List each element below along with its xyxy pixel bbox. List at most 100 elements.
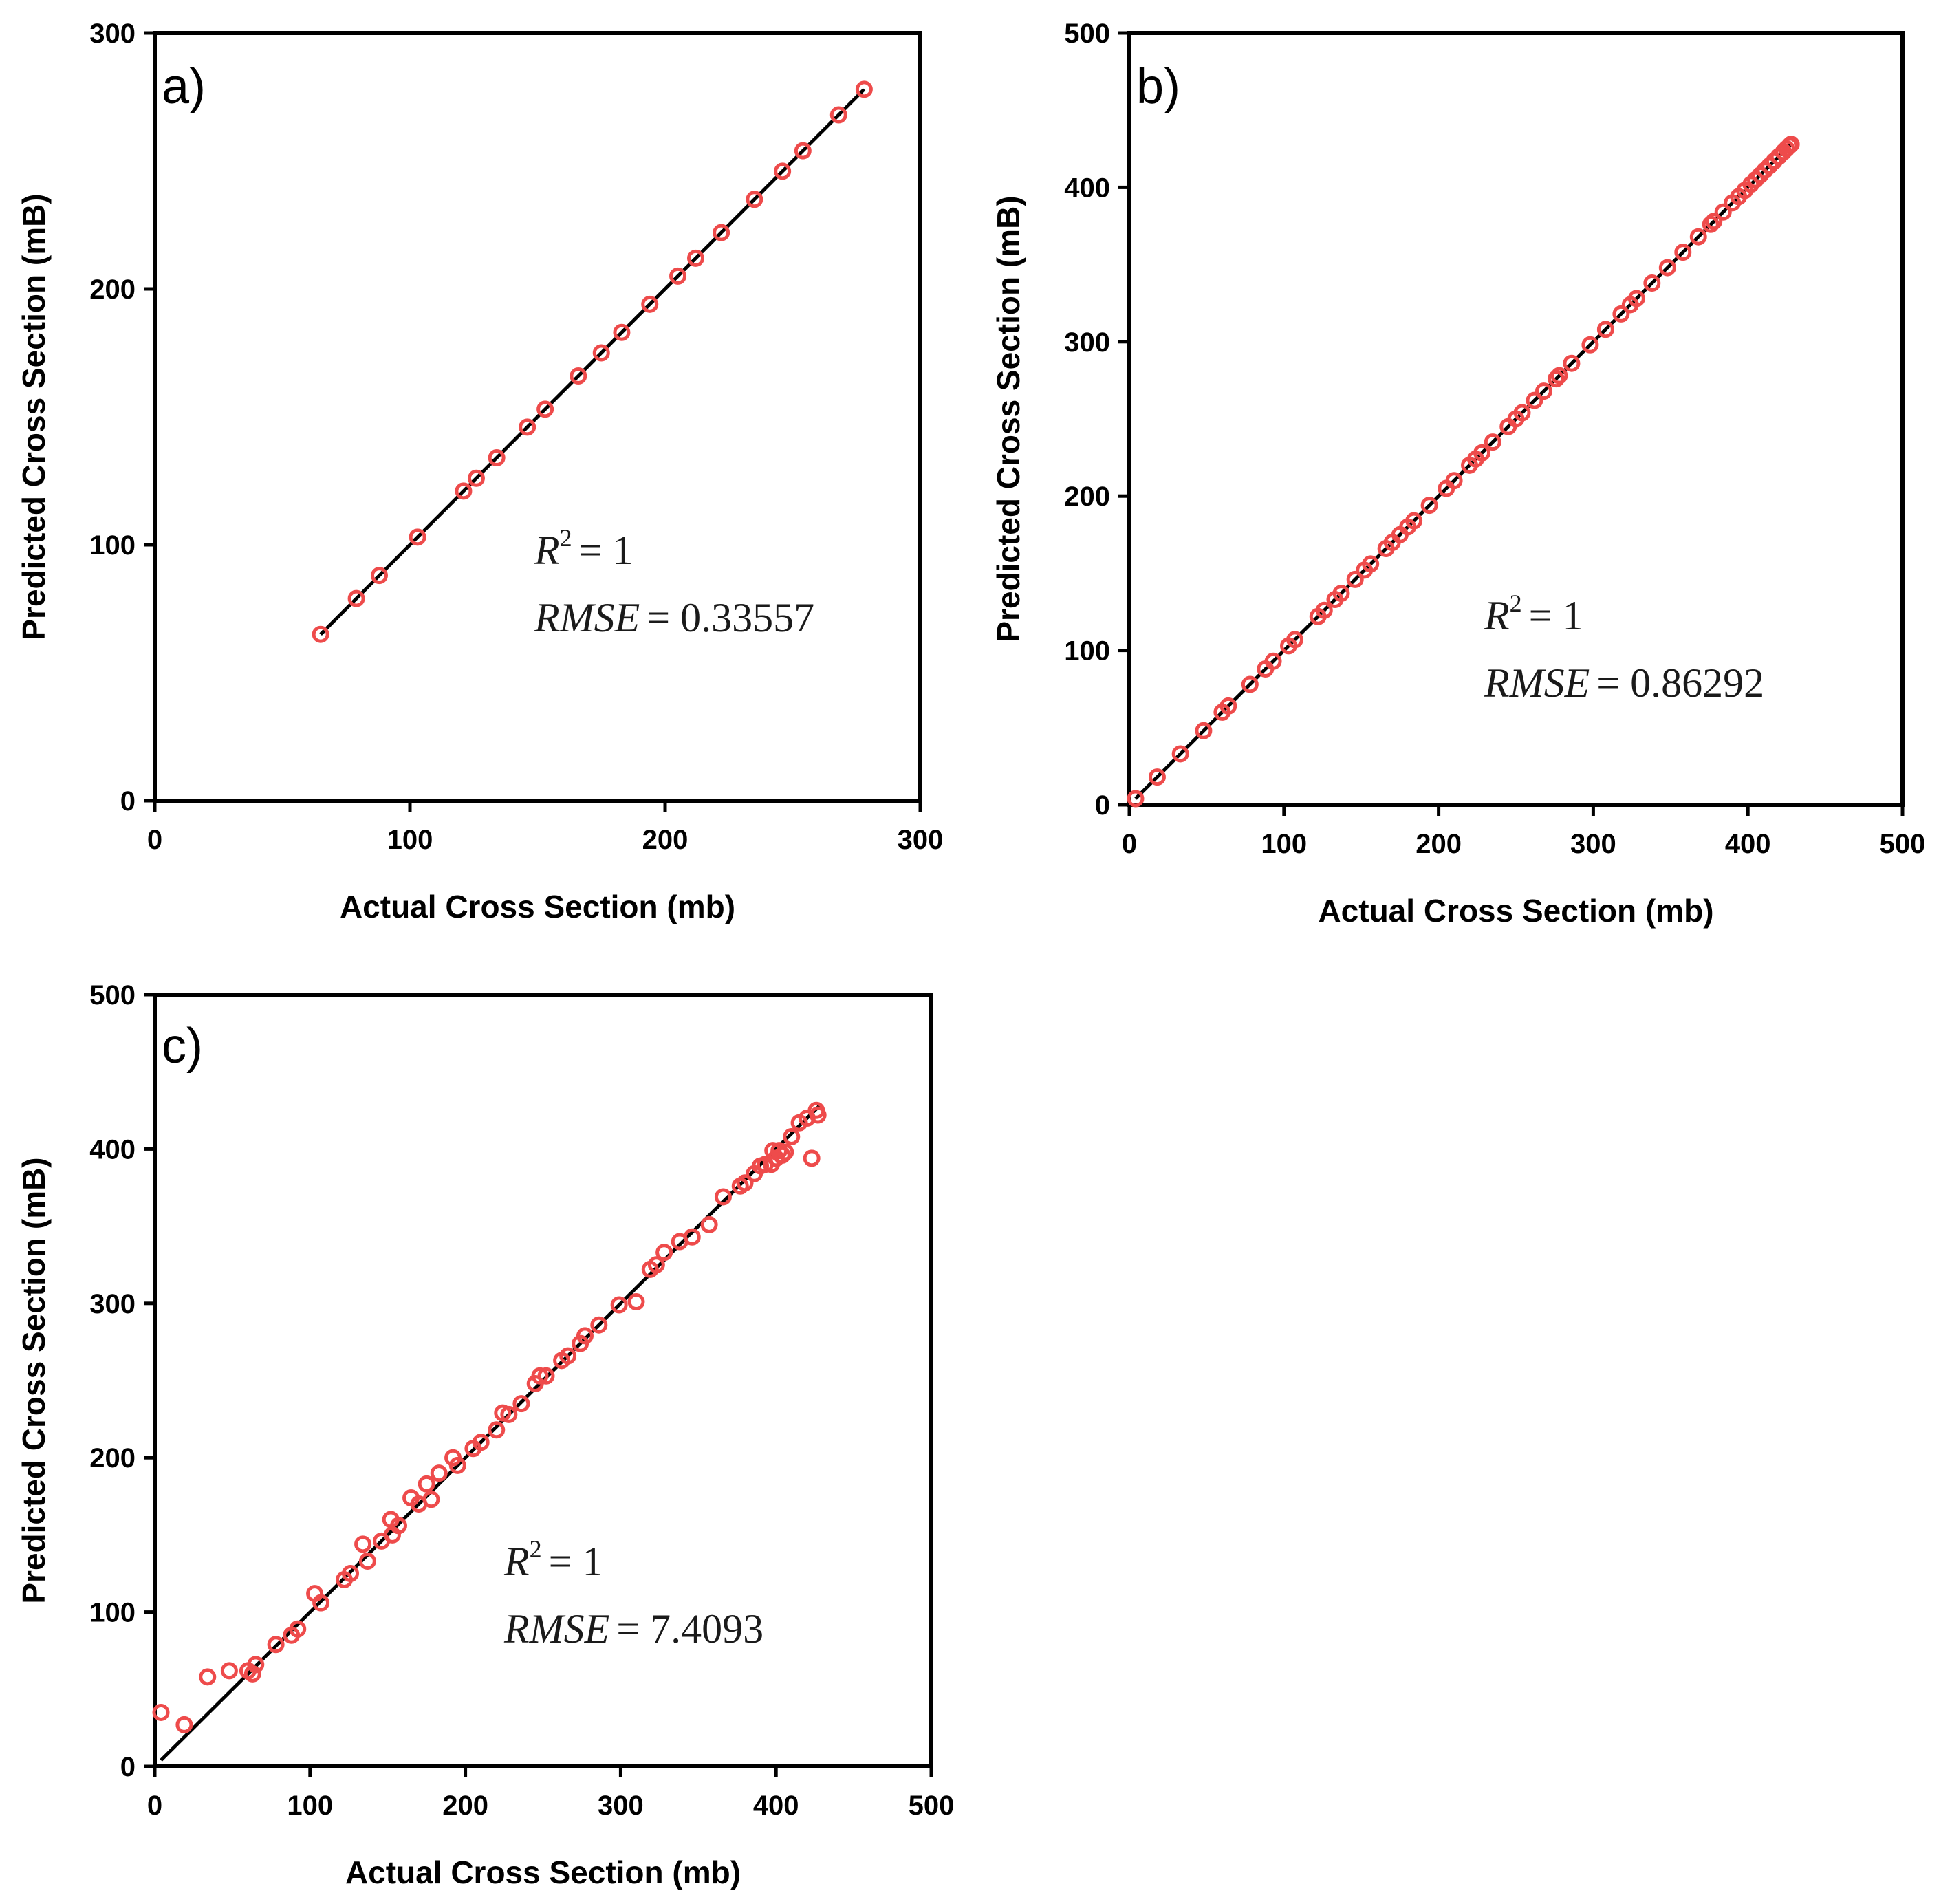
data-point — [418, 1475, 435, 1493]
data-point — [783, 1127, 801, 1145]
rmse-symbol: RMSE — [1484, 660, 1590, 706]
x-tick-label: 500 — [909, 1791, 955, 1821]
data-point — [472, 1434, 490, 1451]
x-tick-label: 300 — [1570, 829, 1616, 859]
data-point — [455, 482, 473, 500]
data-point — [1643, 274, 1661, 292]
data-point — [1705, 213, 1723, 230]
y-tick-label: 100 — [89, 1598, 135, 1628]
data-point — [1535, 382, 1552, 400]
data-point — [199, 1668, 217, 1686]
data-point — [736, 1174, 754, 1192]
data-point — [1473, 444, 1491, 462]
y-axis-title: Predicted Cross Section (mB) — [990, 195, 1026, 642]
x-tick-label: 300 — [598, 1791, 644, 1821]
r2-value: = 1 — [579, 528, 633, 573]
data-point — [1777, 140, 1795, 158]
x-tick-label: 100 — [1261, 829, 1307, 859]
data-point — [267, 1636, 285, 1654]
data-point — [1346, 570, 1364, 588]
y-tick-label: 500 — [1064, 19, 1110, 49]
data-point — [519, 418, 536, 436]
x-tick-label: 300 — [898, 825, 944, 855]
x-tick-label: 0 — [147, 825, 162, 855]
data-point — [1782, 136, 1800, 153]
y-tick-label: 200 — [1064, 482, 1110, 512]
data-point — [1315, 601, 1333, 619]
data-point — [794, 142, 812, 160]
data-point — [1526, 391, 1543, 409]
y-axis-title: Predicted Cross Section (mB) — [16, 1157, 52, 1603]
data-point — [1765, 152, 1783, 170]
x-axis-title: Actual Cross Section (mb) — [1318, 893, 1713, 929]
y-tick-label: 500 — [89, 980, 135, 1010]
data-point — [641, 295, 659, 313]
y-tick-label: 0 — [120, 786, 135, 816]
y-tick-label: 0 — [120, 1752, 135, 1782]
data-point — [409, 528, 426, 546]
y-tick-label: 300 — [1064, 327, 1110, 358]
data-point — [803, 1149, 821, 1167]
data-point — [500, 1405, 518, 1423]
data-point — [1714, 203, 1732, 221]
data-point — [1581, 336, 1599, 354]
data-point — [536, 400, 554, 418]
r2-annotation: R2 = 1 — [534, 524, 633, 573]
data-point — [714, 1188, 732, 1206]
x-tick-label: 500 — [1880, 829, 1926, 859]
data-point — [713, 224, 730, 241]
data-point — [1761, 157, 1779, 175]
r2-superscript: 2 — [1510, 589, 1522, 617]
data-point — [669, 267, 687, 285]
x-tick-label: 200 — [1416, 829, 1462, 859]
data-point — [1658, 259, 1676, 277]
y-tick-label: 300 — [89, 1289, 135, 1319]
data-point — [855, 80, 873, 98]
r2-value: = 1 — [1529, 593, 1583, 638]
data-point — [777, 1143, 794, 1161]
data-point — [512, 1395, 530, 1413]
data-point — [576, 1327, 594, 1345]
data-point — [531, 1367, 549, 1385]
data-point — [613, 323, 631, 341]
x-tick-label: 400 — [1725, 829, 1771, 859]
r2-annotation: R2 = 1 — [503, 1535, 603, 1584]
data-point — [570, 367, 587, 385]
r2-symbol: R — [503, 1539, 530, 1584]
data-point — [467, 469, 485, 487]
y-tick-label: 200 — [89, 274, 135, 305]
data-point — [488, 1421, 506, 1439]
rmse-annotation: RMSE = 0.86292 — [1484, 660, 1764, 706]
data-point — [430, 1464, 448, 1482]
r2-superscript: 2 — [530, 1535, 542, 1563]
data-point — [1742, 175, 1760, 193]
data-point — [1751, 166, 1769, 184]
rmse-value: = 0.86292 — [1596, 660, 1764, 706]
x-tick-label: 200 — [442, 1791, 488, 1821]
plot-frame — [153, 993, 933, 1768]
rmse-annotation: RMSE = 0.33557 — [534, 595, 814, 640]
rmse-value: = 0.33557 — [647, 595, 814, 640]
x-tick-label: 400 — [753, 1791, 799, 1821]
data-point — [592, 344, 610, 362]
data-point — [289, 1620, 307, 1638]
r2-annotation: R2 = 1 — [1484, 589, 1583, 638]
data-point — [312, 625, 329, 643]
data-point — [448, 1456, 466, 1474]
data-point — [342, 1565, 360, 1582]
panel-b: 0 100 200 300 400 500 0 100 200 300 400 500 Actual C… — [990, 19, 1925, 929]
panel-label: b) — [1136, 59, 1180, 114]
data-point — [700, 1215, 718, 1233]
x-tick-label: 0 — [1122, 829, 1137, 859]
data-point — [655, 1244, 673, 1262]
data-point — [1332, 585, 1350, 603]
y-tick-label: 0 — [1095, 790, 1110, 821]
data-point — [1195, 722, 1213, 739]
panel-c: 0 100 200 300 400 500 0 100 200 300 400 500 Actual C… — [16, 980, 954, 1890]
rmse-annotation: RMSE = 7.4093 — [503, 1606, 763, 1652]
panel-a: 0 100 200 300 0 100 200 300 Actual Cross Section… — [16, 19, 943, 924]
data-point — [774, 162, 792, 180]
data-point — [1286, 631, 1304, 649]
data-point — [175, 1716, 193, 1733]
data-point — [590, 1316, 608, 1334]
